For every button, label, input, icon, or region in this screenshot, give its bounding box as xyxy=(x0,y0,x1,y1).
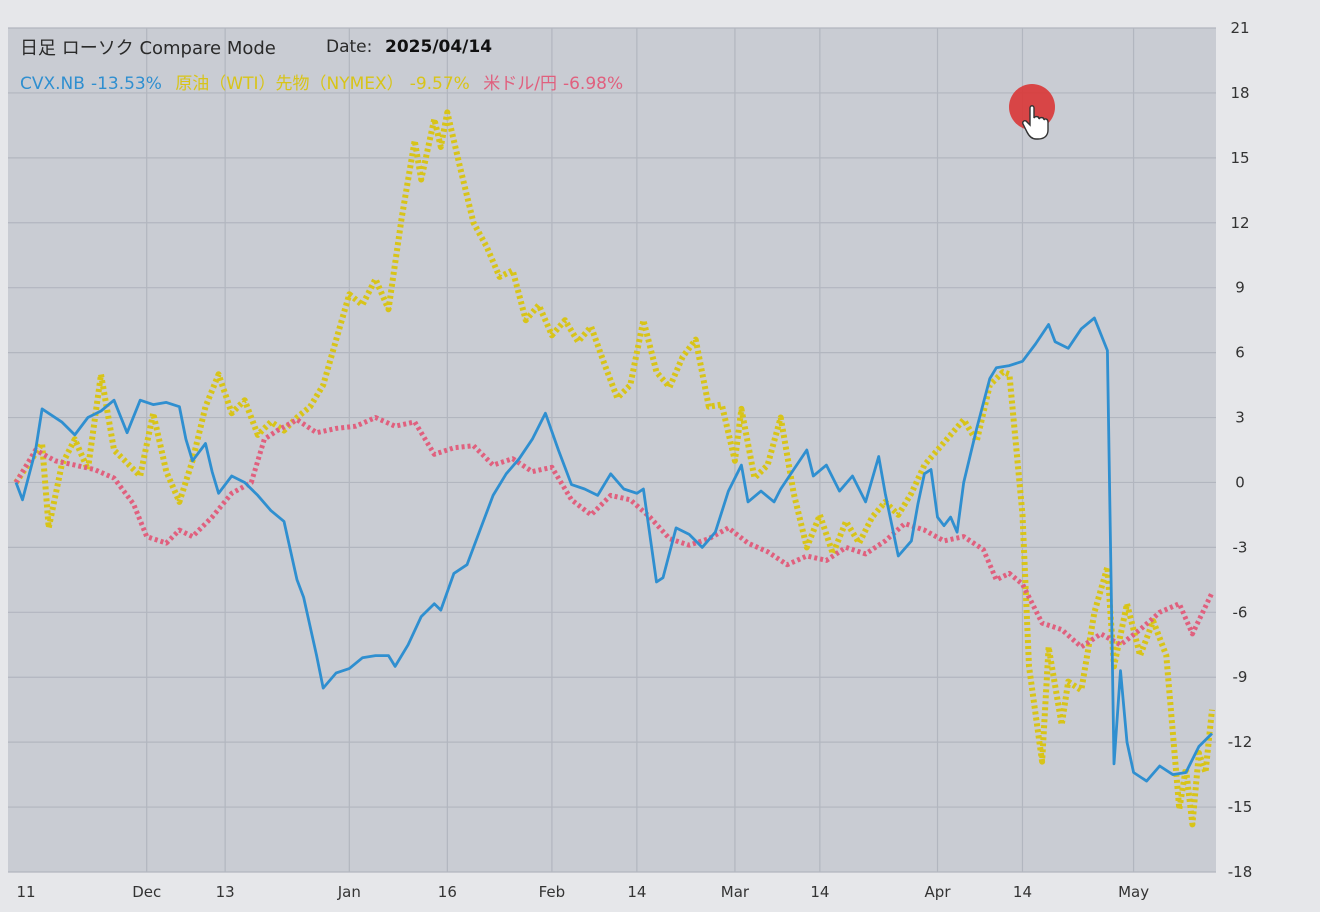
legend: CVX.NB -13.53% 原油（WTI）先物（NYMEX） -9.57% 米ドル… xyxy=(20,74,623,94)
x-tick-label: 11 xyxy=(16,883,35,901)
y-tick-label: -3 xyxy=(1233,538,1248,556)
y-tick-label: 0 xyxy=(1235,473,1245,491)
x-tick-label: Mar xyxy=(721,883,750,901)
x-tick-label: 14 xyxy=(1013,883,1032,901)
series-line-1 xyxy=(13,109,1215,828)
y-tick-label: 21 xyxy=(1230,19,1249,37)
y-tick-label: -15 xyxy=(1228,798,1253,816)
legend-series-name: 原油（WTI）先物（NYMEX） xyxy=(175,74,403,94)
x-axis: 11 Dec 13 Jan 16 Feb 14 Mar 14 Apr 14 May xyxy=(16,883,1149,901)
x-tick-label: 13 xyxy=(216,883,235,901)
y-tick-label: -9 xyxy=(1233,668,1248,686)
x-tick-label: 14 xyxy=(627,883,646,901)
y-tick-label: 18 xyxy=(1230,84,1249,102)
y-tick-label: -12 xyxy=(1228,733,1253,751)
x-tick-label: 16 xyxy=(438,883,457,901)
y-tick-label: -18 xyxy=(1228,863,1253,881)
legend-series-name: 米ドル/円 xyxy=(483,74,557,94)
x-tick-label: Dec xyxy=(132,883,161,901)
chart-mode-title: 日足 ローソク Compare Mode xyxy=(20,38,276,59)
hand-pointer-icon xyxy=(1022,105,1049,140)
y-tick-label: 12 xyxy=(1230,214,1249,232)
y-tick-label: -6 xyxy=(1233,603,1248,621)
y-tick-label: 15 xyxy=(1230,149,1249,167)
y-axis: 21 18 15 12 9 6 3 0 -3 -6 -9 -12 -15 -18 xyxy=(1228,19,1253,881)
series-line-0 xyxy=(14,316,1213,783)
y-tick-label: 6 xyxy=(1235,344,1245,362)
horizontal-gridlines xyxy=(8,27,1216,873)
x-tick-label: Jan xyxy=(337,883,361,901)
date-label: Date: xyxy=(326,37,372,57)
series-layer xyxy=(13,109,1215,828)
y-tick-label: 3 xyxy=(1235,409,1245,427)
legend-series-change: -6.98% xyxy=(563,74,623,94)
date-value: 2025/04/14 xyxy=(385,37,492,57)
x-tick-label: Feb xyxy=(539,883,566,901)
x-tick-label: May xyxy=(1118,883,1149,901)
series-line-2 xyxy=(13,415,1215,650)
x-tick-label: Apr xyxy=(925,883,952,901)
legend-series-name: CVX.NB xyxy=(20,74,85,94)
y-tick-label: 9 xyxy=(1235,279,1245,297)
chart-header: 日足 ローソク Compare Mode Date: 2025/04/14 xyxy=(20,37,492,59)
cursor-marker xyxy=(1009,84,1055,140)
x-tick-label: 14 xyxy=(810,883,829,901)
legend-series-change: -13.53% xyxy=(91,74,162,94)
legend-series-change: -9.57% xyxy=(410,74,470,94)
